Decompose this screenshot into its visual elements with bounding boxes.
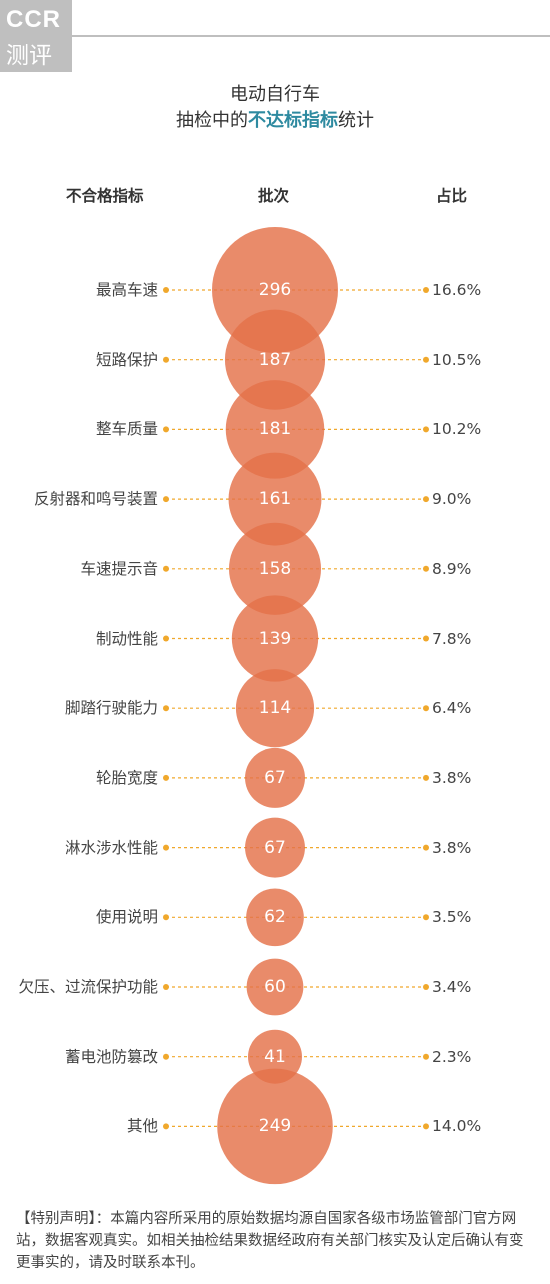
- right-dot: [423, 844, 429, 851]
- logo-text-ccr: CCR: [6, 6, 61, 33]
- category-label: 反射器和鸣号装置: [33, 490, 158, 509]
- category-label: 脚踏行驶能力: [64, 699, 158, 718]
- percent-label: 3.4%: [432, 978, 472, 996]
- right-dot: [423, 426, 429, 433]
- right-dot: [423, 496, 429, 503]
- bubble: [225, 380, 325, 479]
- category-label: 蓄电池防篡改: [64, 1047, 158, 1066]
- bubble: [224, 309, 326, 410]
- bubble: [246, 958, 304, 1016]
- right-dot: [423, 565, 429, 572]
- chart-title-line1: 电动自行车: [230, 84, 320, 105]
- value-label: 158: [258, 558, 292, 579]
- bubble: [217, 1068, 333, 1185]
- bubble: [248, 1029, 302, 1084]
- title-highlight: 不达标指标: [248, 110, 338, 131]
- right-dot: [423, 914, 429, 921]
- value-label: 67: [264, 837, 286, 858]
- right-dot: [423, 1053, 429, 1060]
- header-divider: [72, 35, 550, 37]
- category-label: 使用说明: [95, 908, 158, 927]
- value-label: 161: [258, 489, 292, 510]
- value-label: 67: [264, 767, 286, 788]
- title-suffix: 统计: [338, 110, 374, 131]
- left-dot: [163, 635, 169, 642]
- bubble: [228, 452, 322, 546]
- left-dot: [163, 705, 169, 712]
- percent-label: 3.5%: [432, 908, 472, 927]
- left-dot: [163, 844, 169, 851]
- bubble: [228, 522, 322, 615]
- bubble: [235, 669, 315, 748]
- value-label: 187: [258, 349, 292, 370]
- value-label: 114: [258, 698, 292, 719]
- value-label: 249: [258, 1116, 292, 1137]
- percent-label: 14.0%: [432, 1117, 482, 1136]
- chart-title-line2: 抽检中的不达标指标统计: [0, 106, 550, 132]
- category-label: 轮胎宽度: [95, 768, 158, 787]
- percent-label: 2.3%: [432, 1047, 472, 1066]
- category-label: 其他: [126, 1117, 158, 1136]
- left-dot: [163, 426, 169, 433]
- left-dot: [163, 1123, 169, 1130]
- left-dot: [163, 914, 169, 921]
- header-indicator: 不合格指标: [66, 187, 144, 205]
- left-dot: [163, 496, 169, 503]
- right-dot: [423, 635, 429, 642]
- left-dot: [163, 565, 169, 572]
- category-label: 车速提示音: [80, 559, 158, 578]
- header-count: 批次: [258, 187, 290, 205]
- category-label: 淋水涉水性能: [64, 838, 158, 857]
- category-label: 短路保护: [95, 350, 158, 369]
- value-label: 41: [264, 1046, 286, 1067]
- ccr-logo: CCR 测评: [0, 0, 72, 72]
- percent-label: 6.4%: [432, 699, 472, 718]
- disclaimer-note: 【特别声明】：本篇内容所采用的原始数据均源自国家各级市场监管部门官方网站，数据客…: [16, 1211, 524, 1271]
- percent-label: 3.8%: [432, 768, 472, 787]
- right-dot: [423, 287, 429, 293]
- value-label: 60: [264, 977, 286, 997]
- percent-label: 7.8%: [432, 629, 472, 648]
- value-label: 296: [258, 280, 292, 300]
- percent-label: 8.9%: [432, 559, 472, 578]
- category-label: 制动性能: [95, 629, 158, 648]
- percent-label: 3.8%: [432, 838, 472, 857]
- bubble: [245, 747, 305, 808]
- percent-label: 16.6%: [432, 281, 482, 299]
- category-label: 整车质量: [95, 420, 158, 439]
- percent-label: 9.0%: [432, 490, 472, 509]
- percent-label: 10.2%: [432, 420, 482, 439]
- left-dot: [163, 356, 169, 363]
- bubble: [231, 595, 319, 682]
- value-label: 181: [258, 419, 292, 440]
- right-dot: [423, 1123, 429, 1130]
- left-dot: [163, 1053, 169, 1060]
- percent-label: 10.5%: [432, 350, 482, 369]
- left-dot: [163, 984, 169, 990]
- value-label: 62: [264, 907, 286, 928]
- bubble: [246, 888, 304, 947]
- right-dot: [423, 774, 429, 781]
- value-label: 139: [258, 628, 292, 649]
- left-dot: [163, 774, 169, 781]
- right-dot: [423, 705, 429, 712]
- right-dot: [423, 356, 429, 363]
- right-dot: [423, 984, 429, 990]
- logo-text-review: 测评: [6, 43, 52, 69]
- left-dot: [163, 287, 169, 293]
- category-label: 最高车速: [95, 281, 158, 299]
- category-label: 欠压、过流保护功能: [18, 978, 158, 996]
- header-percent: 占比: [436, 187, 468, 205]
- bubble: [245, 817, 305, 878]
- title-prefix: 抽检中的: [176, 110, 248, 131]
